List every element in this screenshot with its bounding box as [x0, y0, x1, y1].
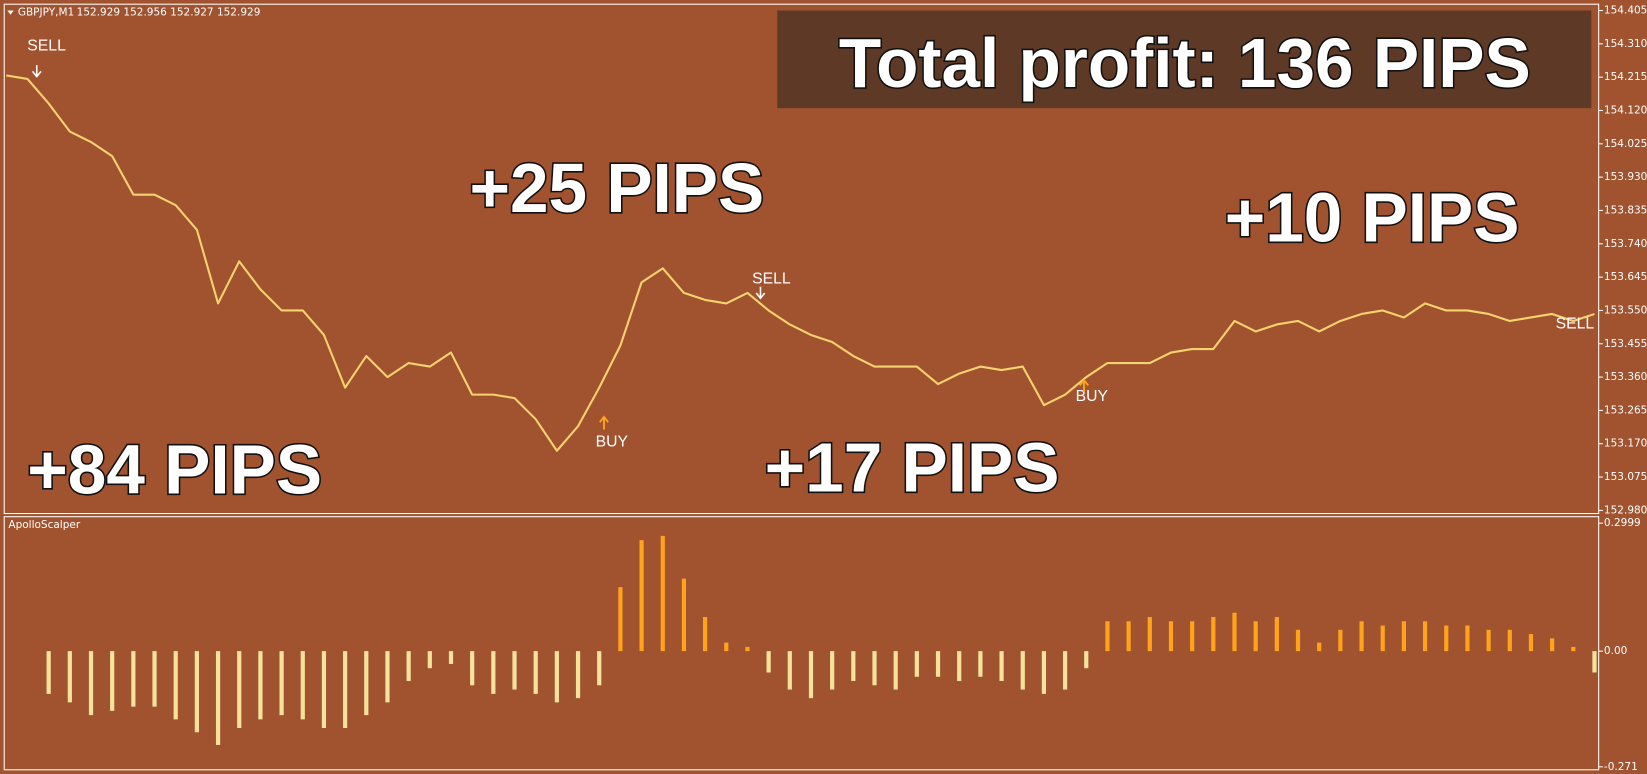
- signal-arrow: [31, 65, 42, 78]
- total-profit: Total profit: 136 PIPS: [839, 24, 1531, 102]
- y-tick-label: 0.00: [1604, 645, 1627, 657]
- y-tick-label: 0.2999: [1604, 517, 1641, 529]
- quote: 152.929 152.956 152.927 152.929: [77, 7, 261, 19]
- signal-label: SELL: [752, 271, 791, 288]
- y-tick-label: 154.025: [1604, 138, 1647, 150]
- y-tick-label: 154.215: [1604, 71, 1647, 83]
- y-tick-label: 154.120: [1604, 104, 1647, 116]
- y-tick-label: 153.550: [1604, 304, 1647, 316]
- y-tick-label: 152.980: [1604, 504, 1647, 516]
- signal-arrow: [599, 415, 609, 430]
- pips-label: +17 PIPS: [765, 429, 1060, 507]
- y-tick-label: 153.455: [1604, 338, 1647, 350]
- signal-label: BUY: [1076, 388, 1109, 405]
- y-tick-label: 153.170: [1604, 438, 1647, 450]
- y-tick-label: 153.835: [1604, 204, 1647, 216]
- indicator-panel: [3, 516, 1600, 771]
- y-tick-label: 153.360: [1604, 371, 1647, 383]
- y-tick-label: 153.740: [1604, 238, 1647, 250]
- pips-label: +10 PIPS: [1225, 179, 1520, 257]
- pips-label: +84 PIPS: [27, 431, 322, 509]
- signal-label: BUY: [596, 433, 629, 450]
- signal-label: SELL: [1556, 316, 1595, 333]
- y-tick-label: 153.265: [1604, 404, 1647, 416]
- y-tick-label: 153.645: [1604, 271, 1647, 283]
- profit-box: [777, 10, 1592, 109]
- y-tick-label: 154.405: [1604, 5, 1647, 17]
- y-tick-label: -0.271: [1604, 761, 1638, 773]
- y-tick-label: 153.930: [1604, 171, 1647, 183]
- menu-arrow[interactable]: [7, 10, 14, 15]
- signal-label: SELL: [27, 37, 66, 54]
- price-line: [6, 74, 1595, 452]
- signal-arrow: [755, 286, 766, 300]
- symbol: GBPJPY,M1: [18, 7, 74, 19]
- y-tick-label: 153.075: [1604, 471, 1647, 483]
- signal-arrow: [1079, 378, 1089, 392]
- pips-label: +25 PIPS: [470, 149, 765, 227]
- plots: 154.405 154.310 154.215 154.120 154.025 153.9…: [6, 5, 1647, 773]
- price-panel: [3, 3, 1600, 515]
- y-tick-label: 154.310: [1604, 38, 1647, 50]
- indicator-title: ApolloScalper: [8, 519, 80, 531]
